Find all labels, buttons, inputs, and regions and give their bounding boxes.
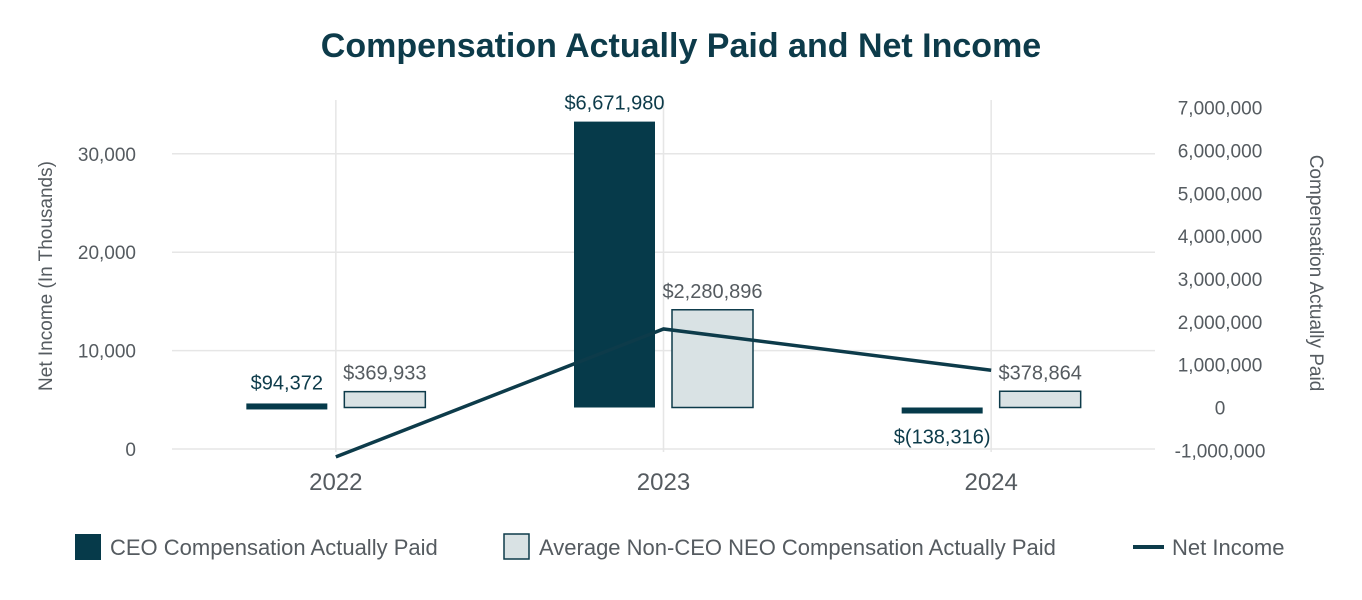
legend-label-net-income: Net Income bbox=[1172, 535, 1285, 560]
left-tick-label: 0 bbox=[125, 440, 136, 461]
right-tick-label: 5,000,000 bbox=[1178, 184, 1263, 205]
legend: CEO Compensation Actually Paid Average No… bbox=[75, 533, 1285, 560]
neo-bar-2024 bbox=[998, 390, 1082, 409]
x-tick-label: 2023 bbox=[637, 469, 690, 496]
ceo-data-label: $(138,316) bbox=[894, 427, 991, 449]
axes: 0 10,000 20,000 30,000 2022 2023 2024 -1,000,00… bbox=[78, 99, 1266, 496]
neo-bar-2022 bbox=[343, 390, 427, 409]
neo-data-label: $2,280,896 bbox=[662, 281, 762, 303]
ceo-bar-2024 bbox=[901, 407, 983, 414]
legend-label-neo: Average Non-CEO NEO Compensation Actuall… bbox=[539, 535, 1056, 560]
neo-data-label: $369,933 bbox=[343, 363, 426, 385]
neo-bar-2023 bbox=[671, 309, 754, 409]
gridlines bbox=[172, 100, 1155, 452]
right-tick-label: 3,000,000 bbox=[1178, 270, 1263, 291]
x-tick-label: 2024 bbox=[964, 469, 1017, 496]
net-income-line-group bbox=[335, 327, 992, 459]
right-tick-label: 0 bbox=[1215, 399, 1226, 420]
x-tick-label: 2022 bbox=[309, 469, 362, 496]
right-tick-label: 1,000,000 bbox=[1178, 356, 1263, 377]
right-tick-label: 6,000,000 bbox=[1178, 141, 1263, 162]
right-tick-label: 4,000,000 bbox=[1178, 227, 1263, 248]
right-tick-label: 7,000,000 bbox=[1178, 99, 1263, 120]
ceo-bar-2023 bbox=[574, 121, 655, 408]
right-tick-label: -1,000,000 bbox=[1175, 441, 1266, 462]
left-tick-label: 10,000 bbox=[78, 342, 136, 363]
left-tick-label: 20,000 bbox=[78, 243, 136, 264]
net-income-line bbox=[335, 327, 992, 459]
left-tick-label: 30,000 bbox=[78, 145, 136, 166]
ceo-data-label: $94,372 bbox=[251, 373, 323, 395]
ceo-bar-2022 bbox=[246, 403, 328, 410]
chart-title: Compensation Actually Paid and Net Incom… bbox=[321, 27, 1041, 65]
left-axis-title: Net Income (In Thousands) bbox=[36, 161, 57, 391]
right-axis-title: Compensation Actually Paid bbox=[1305, 155, 1326, 392]
data-labels: $94,372 $369,933 $6,671,980 $2,280,896 $(138… bbox=[251, 93, 1082, 449]
neo-data-label: $378,864 bbox=[998, 362, 1081, 384]
ceo-data-label: $6,671,980 bbox=[564, 93, 664, 115]
legend-swatch-ceo bbox=[75, 534, 101, 560]
right-tick-label: 2,000,000 bbox=[1178, 313, 1263, 334]
legend-label-ceo: CEO Compensation Actually Paid bbox=[110, 535, 438, 560]
legend-swatch-neo bbox=[503, 533, 530, 560]
